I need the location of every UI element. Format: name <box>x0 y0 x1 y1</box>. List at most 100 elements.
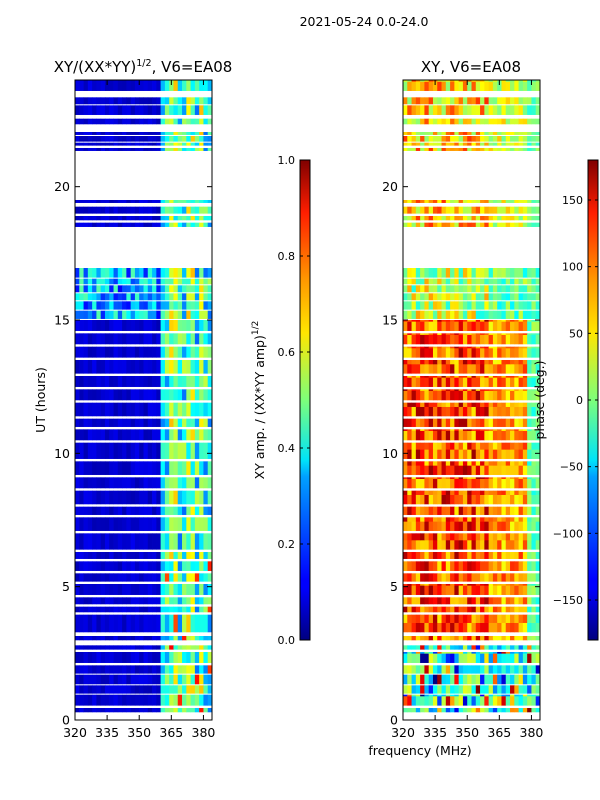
heatmap-cell <box>467 402 472 407</box>
heatmap-cell <box>484 573 490 582</box>
heatmap-cell <box>514 533 519 541</box>
heatmap-cell <box>518 389 524 391</box>
heatmap-cell <box>96 597 102 605</box>
heatmap-cell <box>527 696 532 706</box>
heatmap-cell <box>203 685 209 694</box>
heatmap-cell <box>96 708 102 713</box>
heatmap-cell <box>407 142 412 146</box>
heatmap-cell <box>535 142 540 146</box>
heatmap-cell <box>445 597 451 605</box>
heatmap-cell <box>403 477 408 479</box>
heatmap-cell <box>437 430 442 441</box>
heatmap-cell <box>497 346 502 349</box>
heatmap-cell <box>420 334 425 345</box>
heatmap-cell <box>96 376 102 387</box>
heatmap-cell <box>169 285 174 293</box>
heatmap-cell <box>531 333 537 335</box>
heatmap-cell <box>203 708 209 713</box>
heatmap-cell <box>109 461 114 475</box>
heatmap-cell <box>471 585 477 595</box>
heatmap-cell <box>117 461 123 475</box>
heatmap-cell <box>420 364 425 374</box>
heatmap-cell <box>194 418 200 427</box>
heatmap-cell <box>454 320 460 322</box>
colorbar-tick-label: 0.8 <box>278 250 296 263</box>
heatmap-cell <box>501 614 507 623</box>
heatmap-cell <box>75 132 80 135</box>
heatmap-cell <box>531 614 537 623</box>
heatmap-cell <box>454 136 460 142</box>
heatmap-cell <box>450 118 455 125</box>
heatmap-cell <box>92 148 97 151</box>
heatmap-cell <box>182 636 187 641</box>
phase-colorbar-label: phase (deg.) <box>532 361 547 440</box>
heatmap-cell <box>488 406 494 417</box>
heatmap-cell <box>92 674 97 685</box>
heatmap-cell <box>531 606 537 613</box>
heatmap-cell <box>420 674 425 685</box>
heatmap-cell <box>467 552 472 559</box>
heatmap-cell <box>480 490 485 495</box>
heatmap-cell <box>505 97 511 105</box>
heatmap-cell <box>122 461 127 475</box>
heatmap-cell <box>415 653 421 663</box>
heatmap-cell <box>194 310 200 319</box>
heatmap-cell <box>475 105 481 115</box>
heatmap-cell <box>92 561 97 571</box>
heatmap-cell <box>488 364 494 374</box>
heatmap-cell <box>134 597 140 605</box>
heatmap-cell <box>492 533 498 541</box>
heatmap-cell <box>420 222 425 227</box>
heatmap-cell <box>122 136 127 142</box>
heatmap-cell <box>514 105 519 115</box>
heatmap-cell <box>87 597 93 605</box>
heatmap-cell <box>522 449 528 459</box>
heatmap-cell <box>424 622 430 633</box>
heatmap-cell <box>518 478 524 489</box>
heatmap-cell <box>450 645 455 650</box>
heatmap-cell <box>92 597 97 605</box>
heatmap-cell <box>501 334 507 345</box>
heatmap-cell <box>445 573 451 582</box>
heatmap-cell <box>445 268 451 278</box>
heatmap-cell <box>126 614 132 633</box>
heatmap-cell <box>122 97 127 105</box>
heatmap-cell <box>428 118 434 125</box>
heatmap-cell <box>75 320 80 331</box>
heatmap-cell <box>497 301 502 310</box>
heatmap-cell <box>471 406 477 417</box>
heatmap-cell <box>415 334 421 345</box>
heatmap-cell <box>514 597 519 605</box>
heatmap-cell <box>480 573 485 582</box>
heatmap-cell <box>420 585 425 595</box>
heatmap-cell <box>527 418 532 427</box>
heatmap-cell <box>160 216 166 221</box>
heatmap-cell <box>411 406 417 417</box>
heatmap-cell <box>113 665 119 674</box>
heatmap-cell <box>424 636 430 641</box>
heatmap-cell <box>139 105 144 115</box>
heatmap-cell <box>207 402 212 417</box>
heatmap-cell <box>510 494 515 505</box>
heatmap-cell <box>462 442 468 450</box>
heatmap-cell <box>445 406 451 417</box>
x-tick-label: 335 <box>423 725 447 740</box>
heatmap-cell <box>207 506 212 515</box>
heatmap-cell <box>83 301 89 310</box>
heatmap-cell <box>203 636 209 641</box>
heatmap-cell <box>510 402 515 407</box>
heatmap-cell <box>186 142 191 146</box>
heatmap-cell <box>134 320 140 331</box>
heatmap-cell <box>203 652 209 663</box>
heatmap-cell <box>450 376 455 378</box>
heatmap-cell <box>134 285 140 293</box>
heatmap-cell <box>160 506 166 515</box>
heatmap-cell <box>415 310 421 319</box>
heatmap-cell <box>143 461 149 475</box>
heatmap-cell <box>113 118 119 125</box>
heatmap-cell <box>527 320 532 322</box>
heatmap-cell <box>471 429 477 431</box>
heatmap-cell <box>407 97 412 105</box>
heatmap-cell <box>484 376 490 378</box>
